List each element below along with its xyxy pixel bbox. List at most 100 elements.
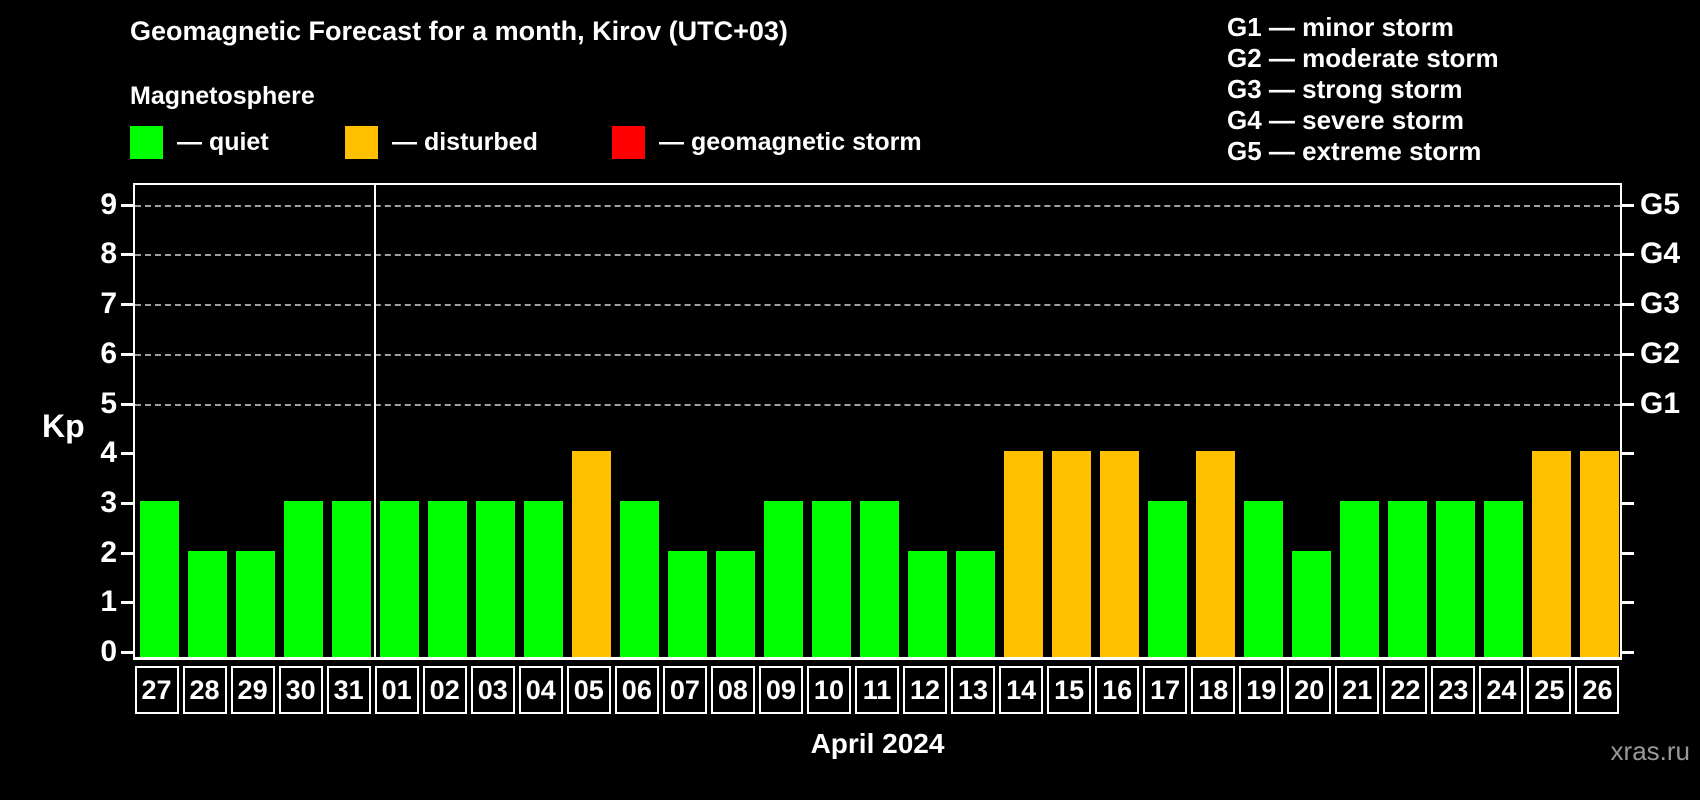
y-tick-label-0: 0: [100, 635, 117, 668]
left-tick-kp0: [121, 651, 133, 654]
left-tick-kp4: [121, 452, 133, 456]
bar-day-10: [811, 500, 851, 657]
legend: — quiet — disturbed — geomagnetic storm: [0, 124, 1120, 162]
bar-day-26: [1580, 451, 1620, 657]
day-label-26: 26: [1575, 666, 1620, 714]
day-label-06: 06: [614, 666, 659, 714]
bar-day-05: [571, 451, 611, 657]
storm-scale-item-g1: G1 — minor storm: [1227, 12, 1454, 42]
y-tick-label-3: 3: [100, 485, 117, 519]
bar-day-03: [475, 500, 515, 657]
right-tick-kp6: [1622, 352, 1634, 356]
day-label-13: 13: [951, 666, 996, 714]
bar-day-21: [1340, 500, 1380, 657]
bar-day-09: [763, 500, 803, 657]
legend-item-disturbed: — disturbed: [345, 124, 538, 160]
bar-day-16: [1100, 451, 1140, 657]
day-label-17: 17: [1143, 666, 1188, 714]
month-separator-line: [374, 185, 377, 657]
left-tick-kp7: [121, 303, 133, 307]
bar-day-17: [1148, 500, 1188, 657]
magnetosphere-subtitle: Magnetosphere: [130, 82, 315, 110]
day-label-24: 24: [1479, 666, 1524, 714]
page-title: Geomagnetic Forecast for a month, Kirov …: [130, 16, 788, 46]
bar-day-20: [1292, 550, 1332, 657]
x-axis-title: April 2024: [810, 728, 945, 759]
y-tick-label-1: 1: [100, 585, 117, 619]
day-label-21: 21: [1335, 666, 1380, 714]
day-label-08: 08: [710, 666, 755, 714]
left-tick-kp9: [121, 203, 133, 207]
day-label-02: 02: [422, 666, 467, 714]
bar-day-23: [1436, 500, 1476, 657]
left-tick-kp1: [121, 601, 133, 605]
day-label-03: 03: [470, 666, 515, 714]
day-label-27: 27: [134, 666, 179, 714]
bar-day-14: [1004, 451, 1044, 657]
storm-scale-item-g3: G3 — strong storm: [1227, 74, 1463, 104]
bar-day-04: [523, 500, 563, 657]
bar-day-19: [1244, 500, 1284, 657]
g-scale-label-g3: G3: [1640, 287, 1681, 321]
bar-day-28: [187, 550, 227, 657]
legend-label-storm: — geomagnetic storm: [659, 127, 922, 156]
day-label-15: 15: [1047, 666, 1092, 714]
gridline-kp7: [135, 304, 1620, 307]
legend-label-quiet: — quiet: [177, 127, 269, 156]
left-tick-kp8: [121, 253, 133, 257]
plot-area: 0 1 2 3 4 5 6 7 8 9 G1 G2 G3 G4 G5: [100, 183, 1680, 668]
legend-item-storm: — geomagnetic storm: [612, 124, 922, 160]
day-label-11: 11: [854, 666, 899, 714]
storm-scale-legend: G1 — minor storm G2 — moderate storm G3 — …: [1227, 12, 1499, 167]
day-label-28: 28: [182, 666, 227, 714]
right-tick-kp1: [1622, 601, 1634, 605]
gridline-kp9: [135, 204, 1620, 207]
day-label-05: 05: [566, 666, 611, 714]
y-tick-label-5: 5: [100, 386, 117, 420]
day-label-30: 30: [278, 666, 323, 714]
watermark: xras.ru: [1610, 736, 1690, 766]
bar-day-31: [331, 500, 371, 657]
bar-day-13: [956, 550, 996, 657]
bar-day-29: [235, 550, 275, 657]
right-tick-kp3: [1622, 501, 1634, 505]
y-tick-label-2: 2: [100, 535, 117, 569]
day-label-01: 01: [374, 666, 419, 714]
day-label-14: 14: [999, 666, 1044, 714]
bar-day-11: [859, 500, 899, 657]
left-tick-kp6: [121, 352, 133, 356]
bar-day-12: [908, 550, 948, 657]
day-label-16: 16: [1095, 666, 1140, 714]
bar-day-30: [283, 500, 323, 657]
bar-day-06: [619, 500, 659, 657]
legend-swatch-quiet: [130, 125, 163, 159]
bar-day-07: [667, 550, 707, 657]
bar-day-02: [427, 500, 467, 657]
bar-day-22: [1388, 500, 1428, 657]
right-tick-kp5: [1622, 402, 1634, 406]
y-tick-label-7: 7: [100, 287, 117, 321]
day-label-18: 18: [1191, 666, 1236, 714]
left-tick-kp3: [121, 501, 133, 505]
legend-swatch-disturbed: [345, 125, 378, 159]
x-axis-day-labels: 27 28 29 30 31 01 02 03 04 05 06 07 08 09 10 11 12 13 14 15…: [133, 666, 1622, 716]
bar-day-08: [715, 550, 755, 657]
bar-day-24: [1484, 500, 1524, 657]
day-label-09: 09: [758, 666, 803, 714]
y-tick-label-6: 6: [100, 336, 117, 370]
day-label-12: 12: [903, 666, 948, 714]
day-label-29: 29: [230, 666, 275, 714]
day-label-25: 25: [1527, 666, 1572, 714]
y-tick-label-9: 9: [100, 187, 117, 221]
legend-label-disturbed: — disturbed: [392, 127, 538, 156]
bar-day-18: [1196, 451, 1236, 657]
day-label-07: 07: [662, 666, 707, 714]
bar-day-27: [139, 500, 179, 657]
right-tick-kp9: [1622, 203, 1634, 207]
y-tick-label-4: 4: [100, 436, 117, 470]
storm-scale-item-g4: G4 — severe storm: [1227, 105, 1465, 135]
storm-scale-item-g5: G5 — extreme storm: [1227, 136, 1482, 166]
bar-day-25: [1532, 451, 1572, 657]
day-label-22: 22: [1383, 666, 1428, 714]
